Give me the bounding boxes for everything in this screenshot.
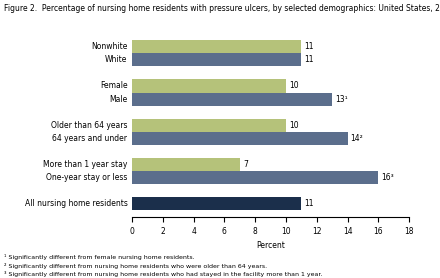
Text: 14²: 14² [351, 134, 363, 143]
Text: 11: 11 [304, 55, 314, 64]
Text: 13¹: 13¹ [335, 95, 348, 103]
Text: 10: 10 [289, 121, 299, 130]
Text: 16³: 16³ [381, 173, 394, 182]
Text: Figure 2.  Percentage of nursing home residents with pressure ulcers, by selecte: Figure 2. Percentage of nursing home res… [4, 4, 440, 13]
Text: 7: 7 [243, 160, 248, 169]
Text: 11: 11 [304, 42, 314, 51]
Bar [132, 171, 378, 184]
Text: 11: 11 [304, 199, 314, 208]
Bar [132, 53, 301, 66]
Text: Female: Female [100, 81, 128, 90]
Text: 64 years and under: 64 years and under [52, 134, 128, 143]
Text: 10: 10 [289, 81, 299, 90]
Text: Male: Male [109, 95, 128, 103]
Bar [132, 197, 301, 210]
Text: Nonwhite: Nonwhite [91, 42, 128, 51]
Text: More than 1 year stay: More than 1 year stay [43, 160, 128, 169]
Bar [132, 132, 348, 145]
Bar [132, 40, 301, 53]
Bar [132, 158, 240, 171]
X-axis label: Percent: Percent [256, 241, 285, 250]
Text: One-year stay or less: One-year stay or less [46, 173, 128, 182]
Text: Older than 64 years: Older than 64 years [51, 121, 128, 130]
Bar [132, 93, 332, 106]
Text: All nursing home residents: All nursing home residents [25, 199, 128, 208]
Text: White: White [105, 55, 128, 64]
Text: ¹ Significantly different from female nursing home residents.
² Significantly di: ¹ Significantly different from female nu… [4, 254, 323, 278]
Bar [132, 119, 286, 132]
Bar [132, 80, 286, 93]
